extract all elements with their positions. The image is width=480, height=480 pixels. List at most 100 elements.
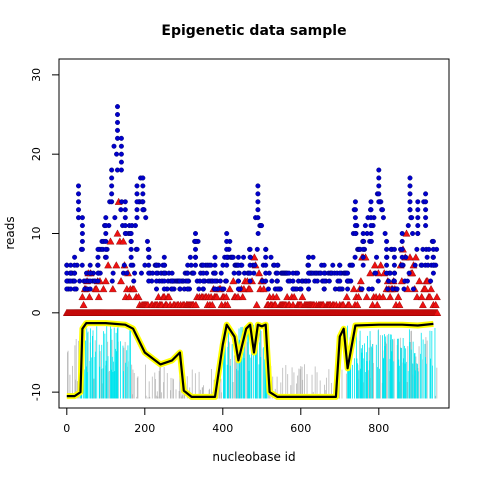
blue-point <box>369 286 375 292</box>
blue-point <box>321 262 327 268</box>
blue-point <box>218 270 224 276</box>
blue-point <box>87 278 93 284</box>
blue-point <box>185 286 191 292</box>
blue-point <box>79 262 85 268</box>
blue-point <box>185 262 191 268</box>
blue-point <box>72 270 78 276</box>
red-triangle <box>85 292 94 301</box>
blue-point <box>95 254 101 260</box>
blue-point <box>252 262 258 268</box>
x-tick-label: 400 <box>212 422 233 435</box>
blue-point <box>221 286 227 292</box>
blue-point <box>153 286 159 292</box>
red-triangle <box>386 292 395 301</box>
red-triangle <box>415 277 424 285</box>
blue-point <box>212 262 218 268</box>
blue-point <box>254 246 260 252</box>
blue-point <box>79 215 85 221</box>
red-triangle <box>362 292 371 301</box>
y-tick-label: 30 <box>30 68 43 82</box>
blue-point <box>368 207 374 213</box>
blue-point <box>247 262 253 268</box>
blue-point <box>410 230 416 236</box>
blue-point <box>391 262 397 268</box>
blue-point <box>321 278 327 284</box>
blue-point <box>132 270 138 276</box>
blue-point <box>265 286 271 292</box>
blue-point <box>415 215 421 221</box>
red-triangle <box>104 261 113 269</box>
red-triangle <box>101 277 110 285</box>
blue-point <box>255 230 261 236</box>
red-triangle <box>134 292 143 301</box>
blue-point <box>122 230 128 236</box>
red-triangle <box>427 285 435 293</box>
red-triangle <box>191 300 200 308</box>
blue-point <box>352 230 358 236</box>
blue-point <box>345 286 351 292</box>
blue-point <box>423 191 429 197</box>
black-smoothed-line <box>66 322 434 398</box>
blue-point <box>95 262 101 268</box>
blue-point <box>138 270 144 276</box>
blue-point <box>337 278 343 284</box>
red-triangle <box>119 237 128 245</box>
blue-point <box>359 286 365 292</box>
blue-point <box>391 278 397 284</box>
blue-point <box>404 278 410 284</box>
blue-point <box>337 286 343 292</box>
blue-point <box>118 159 124 165</box>
blue-point <box>399 238 405 244</box>
blue-point <box>79 246 85 252</box>
red-triangle <box>94 292 103 301</box>
blue-point <box>255 191 261 197</box>
blue-point <box>118 135 124 141</box>
blue-point <box>95 270 101 276</box>
blue-point <box>122 199 128 205</box>
red-triangle <box>366 269 375 277</box>
blue-point <box>146 246 152 252</box>
blue-point <box>185 270 191 276</box>
blue-point <box>263 254 269 260</box>
blue-point <box>368 230 374 236</box>
blue-point <box>212 278 218 284</box>
blue-point <box>330 262 336 268</box>
red-triangle <box>411 253 420 261</box>
blue-point <box>191 270 197 276</box>
blue-point <box>72 254 78 260</box>
blue-point <box>423 223 429 229</box>
blue-point <box>140 199 146 205</box>
blue-point <box>360 254 366 260</box>
blue-point <box>407 191 413 197</box>
blue-point <box>415 223 421 229</box>
blue-point <box>79 230 85 236</box>
blue-point <box>224 246 230 252</box>
red-triangle <box>433 308 442 316</box>
blue-point <box>128 230 134 236</box>
blue-point <box>128 238 134 244</box>
blue-point <box>140 207 146 213</box>
y-axis-label: reads <box>3 216 17 249</box>
blue-point <box>200 262 206 268</box>
red-triangle <box>395 300 404 308</box>
blue-point <box>255 215 261 221</box>
blue-point <box>255 183 261 189</box>
blue-point <box>79 238 85 244</box>
blue-point <box>110 270 116 276</box>
red-triangle <box>117 277 125 285</box>
blue-point <box>200 278 206 284</box>
red-triangle <box>421 285 430 293</box>
blue-point <box>109 199 115 205</box>
blue-point <box>192 230 198 236</box>
blue-point <box>121 262 127 268</box>
blue-point <box>350 262 356 268</box>
blue-point <box>185 278 191 284</box>
red-triangle <box>213 292 221 301</box>
x-tick-label: 600 <box>290 422 311 435</box>
blue-point <box>169 278 175 284</box>
blue-point <box>235 286 241 292</box>
blue-point <box>380 215 386 221</box>
blue-point <box>321 270 327 276</box>
blue-point <box>360 238 366 244</box>
